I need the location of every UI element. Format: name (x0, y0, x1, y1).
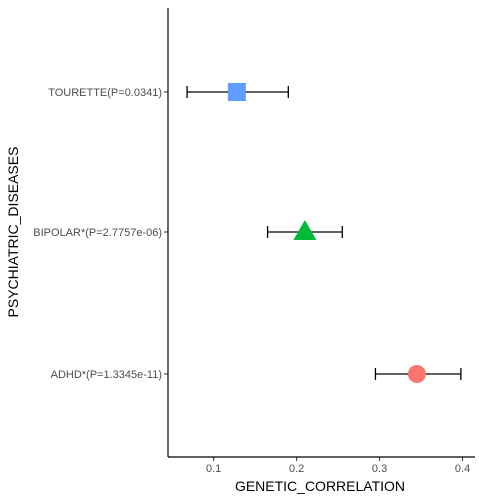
y-tick-label-bipolar: BIPOLAR*(P=2.7757e-06) (33, 227, 162, 239)
x-tick-label-3: 0.4 (455, 463, 470, 475)
x-tick-label-1: 0.2 (289, 463, 304, 475)
y-tick-label-tourette: TOURETTE(P=0.0341) (48, 87, 162, 99)
x-axis-title: GENETIC_CORRELATION (235, 478, 405, 494)
y-tick-labels: TOURETTE(P=0.0341) BIPOLAR*(P=2.7757e-06)… (33, 87, 162, 381)
x-axis-ticks (213, 457, 464, 461)
point-adhd (407, 365, 426, 383)
point-tourette (227, 83, 246, 101)
error-bars (186, 86, 462, 380)
data-points (227, 83, 426, 383)
x-tick-label-2: 0.3 (372, 463, 387, 475)
y-tick-label-adhd: ADHD*(P=1.3345e-11) (51, 369, 162, 381)
x-tick-label-0: 0.1 (206, 463, 221, 475)
y-axis-title: PSYCHIATRIC_DISEASES (5, 147, 21, 318)
y-axis-ticks (164, 91, 168, 375)
point-bipolar (293, 220, 317, 240)
x-tick-labels: 0.1 0.2 0.3 0.4 (206, 463, 470, 475)
